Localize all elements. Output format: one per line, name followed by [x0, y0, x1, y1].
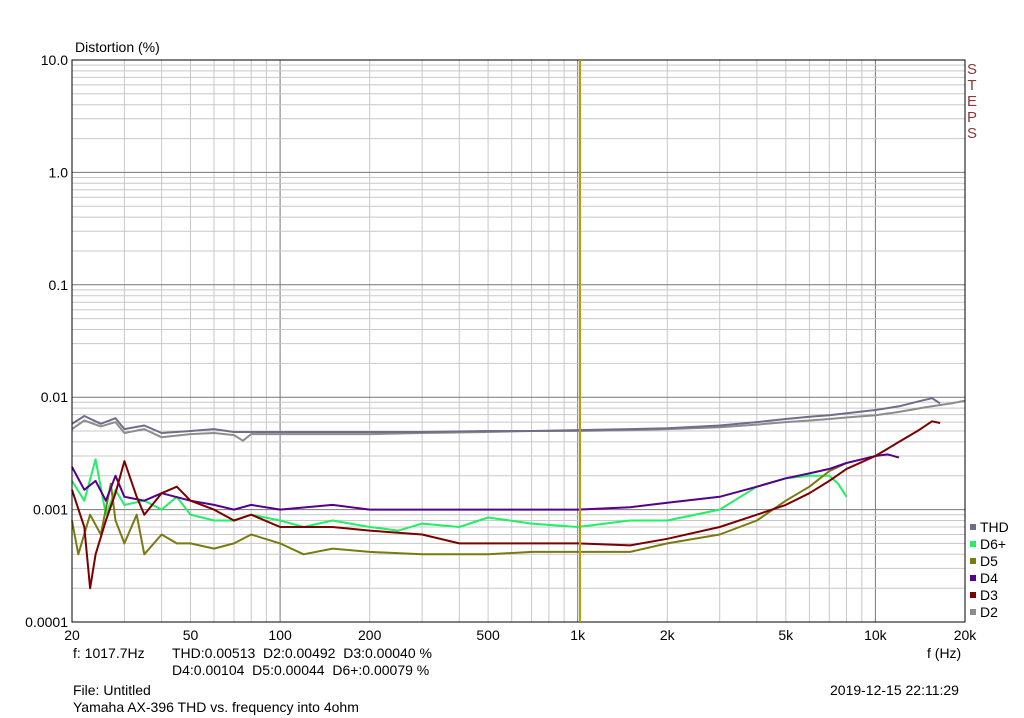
legend-swatch — [970, 592, 976, 598]
readout-line-1: THD:0.00513 D2:0.00492 D3:0.00040 % — [172, 645, 432, 661]
file-name: File: Untitled — [73, 682, 151, 698]
x-tick-label: 5k — [778, 627, 794, 643]
readout-frequency: f: 1017.7Hz — [73, 645, 145, 661]
y-axis-label: Distortion (%) — [75, 39, 160, 55]
x-tick-label: 20 — [64, 627, 80, 643]
plot-frame — [71, 59, 966, 623]
steps-letter: E — [967, 93, 977, 110]
x-tick-label: 500 — [476, 627, 500, 643]
y-tick-label: 0.001 — [33, 502, 68, 518]
x-axis-label: f (Hz) — [927, 645, 962, 661]
legend-swatch — [970, 575, 976, 581]
y-tick-label: 10.0 — [41, 52, 68, 68]
x-tick-label: 10k — [864, 627, 888, 643]
series-line-thd — [71, 397, 941, 434]
y-tick-label: 1.0 — [49, 164, 69, 180]
x-tick-label: 20k — [954, 627, 978, 643]
chart-grid — [71, 60, 966, 623]
legend-label: D4 — [980, 570, 998, 586]
x-tick-label: 2k — [660, 627, 676, 643]
legend-label: THD — [980, 519, 1009, 535]
legend-swatch — [970, 558, 976, 564]
steps-letter: S — [967, 125, 977, 142]
series-line-d5 — [71, 462, 847, 556]
steps-letter: S — [967, 61, 977, 78]
legend-label: D6+ — [980, 536, 1006, 552]
series-line-d4 — [71, 453, 900, 511]
legend-label: D3 — [980, 587, 998, 603]
legend-swatch — [970, 609, 976, 615]
legend-label: D5 — [980, 553, 998, 569]
steps-letter: P — [967, 109, 977, 126]
series-line-d3 — [71, 420, 941, 590]
x-tick-label: 1k — [570, 627, 586, 643]
chart-title: Yamaha AX-396 THD vs. frequency into 4oh… — [73, 699, 359, 715]
steps-letter: T — [967, 77, 976, 94]
axis-ticks: 20 50 100 200 500 1k 2k 5k 10k 20k 10.0 1.0 0.1 0.01 0… — [25, 52, 977, 643]
x-tick-label: 100 — [268, 627, 292, 643]
chart-series — [71, 397, 966, 590]
x-tick-label: 50 — [183, 627, 199, 643]
y-tick-label: 0.1 — [49, 277, 69, 293]
y-tick-label: 0.0001 — [25, 614, 68, 630]
series-line-d2 — [71, 399, 966, 442]
series-line-d6-plus — [71, 458, 848, 532]
readout-line-2: D4:0.00104 D5:0.00044 D6+:0.00079 % — [172, 662, 430, 678]
y-tick-label: 0.01 — [41, 389, 68, 405]
timestamp: 2019-12-15 22:11:29 — [830, 682, 959, 698]
legend-label: D2 — [980, 604, 998, 620]
legend-swatch — [970, 524, 976, 530]
legend-swatch — [970, 541, 976, 547]
x-tick-label: 200 — [358, 627, 382, 643]
